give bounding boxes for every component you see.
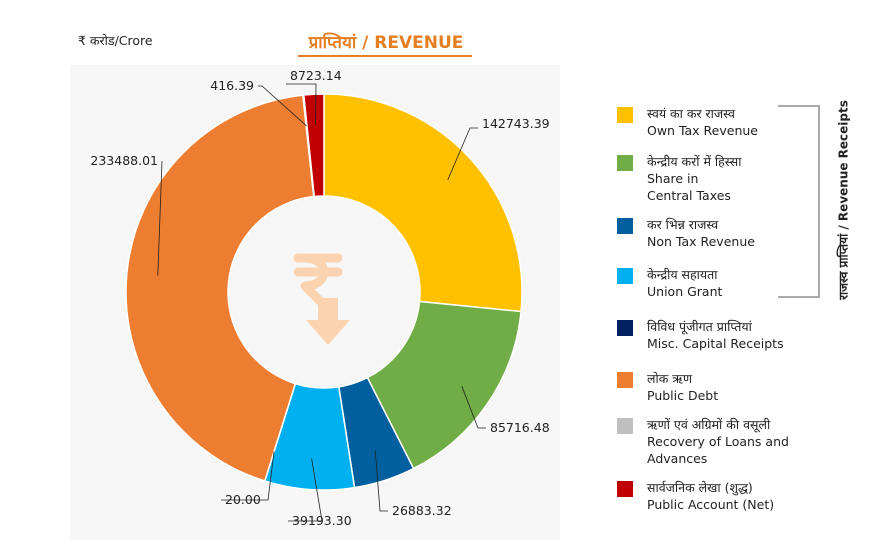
legend-text: लोक ऋण Public Debt [647,370,718,404]
legend-line: Public Account (Net) [647,497,775,512]
data-label-6: 416.39 [210,78,254,93]
legend-line: Central Taxes [647,188,731,203]
legend-line: Own Tax Revenue [647,123,758,138]
revenue-receipts-bracket [778,105,820,298]
leader-line-6 [258,85,307,127]
data-label-3: 39193.30 [292,513,352,528]
legend-line: Non Tax Revenue [647,234,755,249]
rupee-down-icon [293,253,350,345]
data-label-5: 233488.01 [90,153,158,168]
leader-line-3 [288,458,323,522]
chart-title: प्राप्तियां / REVENUE [308,33,464,53]
leader-line-7 [286,83,317,126]
legend-swatch [617,418,633,434]
legend-line: लोक ऋण [647,371,692,386]
slice-0 [323,93,523,313]
leader-line-0 [447,127,478,181]
legend-line: Misc. Capital Receipts [647,336,784,351]
legend-line: सार्वजनिक लेखा (शुद्ध) [647,480,753,495]
title-underline [298,55,472,57]
legend-swatch [617,372,633,388]
legend-line: Share in [647,171,699,186]
legend-text: कर भिन्न राजस्व Non Tax Revenue [647,216,755,250]
legend-swatch [617,107,633,123]
data-label-4: 20.00 [225,492,261,507]
legend-line: ऋणों एवं अग्रिमों की वसूली [647,417,771,432]
data-labels: 142743.39 85716.48 26883.32 39193.30 20.00 23… [90,68,549,528]
legend-text: केन्द्रीय सहायता Union Grant [647,266,722,300]
legend-line: विविध पूंजीगत प्राप्तियां [647,319,752,334]
legend-swatch [617,320,633,336]
slice-5 [125,94,315,482]
leader-lines [157,83,486,522]
data-label-0: 142743.39 [482,116,550,131]
legend-swatch [617,218,633,234]
legend-swatch [617,155,633,171]
data-label-1: 85716.48 [490,420,550,435]
legend-swatch [617,481,633,497]
legend-text: ऋणों एवं अग्रिमों की वसूली Recovery of Lo… [647,416,789,467]
data-label-7: 8723.14 [290,68,342,83]
leader-line-1 [461,386,486,429]
legend-text: स्वयं का कर राजस्व Own Tax Revenue [647,105,758,139]
legend-line: Recovery of Loans and [647,434,789,449]
slice-7 [303,93,325,198]
legend-text: केन्द्रीय करों में हिस्सा Share in Central… [647,153,741,204]
leader-line-2 [374,450,388,512]
legend-line: केन्द्रीय करों में हिस्सा [647,154,742,169]
legend-line: Advances [647,451,708,466]
legend-text: विविध पूंजीगत प्राप्तियां Misc. Capital R… [647,318,784,352]
legend-line: स्वयं का कर राजस्व [647,106,735,121]
leader-line-5 [157,160,163,276]
legend-swatch [617,268,633,284]
legend-line: केन्द्रीय सहायता [647,267,718,282]
slice-1 [366,300,522,470]
leader-line-4 [221,451,275,501]
legend-line: Union Grant [647,284,723,299]
legend-line: कर भिन्न राजस्व [647,217,719,232]
legend-line: Public Debt [647,388,719,403]
revenue-receipts-label: राजस्व प्राप्तियां / Revenue Receipts [836,100,851,300]
data-label-2: 26883.32 [392,503,452,518]
legend-text: सार्वजनिक लेखा (शुद्ध) Public Account (Ne… [647,479,774,513]
unit-label: ₹ करोड/Crore [78,33,153,48]
slices-group [125,93,523,491]
